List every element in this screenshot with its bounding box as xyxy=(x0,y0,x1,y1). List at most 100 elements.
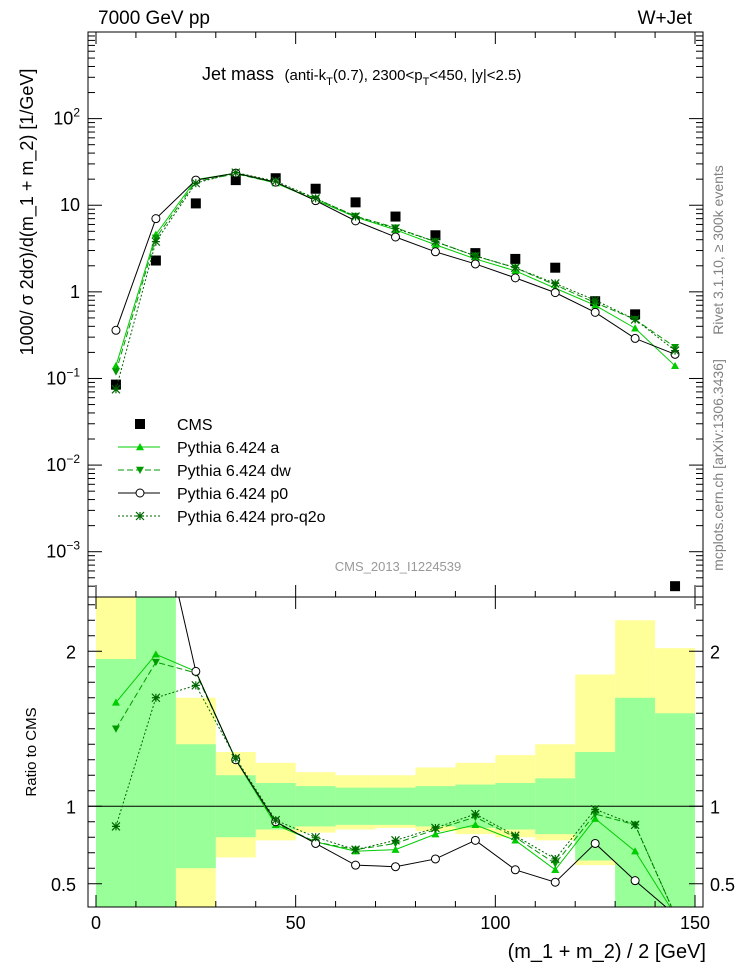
ratio-frame xyxy=(87,596,704,908)
ratio-point xyxy=(630,820,640,830)
data-point xyxy=(550,288,560,298)
data-point xyxy=(470,251,480,261)
legend-marker xyxy=(135,488,145,498)
ratio-point xyxy=(391,862,400,872)
ratio-y-tick-label-right: 2 xyxy=(710,642,720,662)
x-tick-label: 0 xyxy=(91,913,101,933)
main-ylabel: 1000/ σ 2dσ)/d(m_1 + m_2) [1/GeV] xyxy=(17,69,38,356)
ratio-point xyxy=(671,911,679,919)
plot-title-sub-t2: T xyxy=(423,76,430,88)
data-point xyxy=(671,361,680,370)
plot-title: Jet mass (anti-kT(0.7), 2300<pT<450, |y|… xyxy=(202,64,521,88)
plot-title-sub-mid: (0.7), 2300<p xyxy=(333,67,423,84)
ratio-point xyxy=(430,854,440,864)
data-point xyxy=(151,214,161,224)
legend: CMS Pythia 6.424 a Pythia 6.424 dw Pythia 6… xyxy=(118,417,326,526)
ratio-line xyxy=(115,684,673,907)
legend-label: Pythia 6.424 p0 xyxy=(177,486,288,503)
ratio-point xyxy=(590,804,600,814)
axes: 0 50 100 150 10−3 10−2 10−1 1 10 102 0.5 0.5 1 1 2 2 xyxy=(46,32,735,933)
legend-marker xyxy=(135,511,145,521)
rivet-label: Rivet 3.1.10, ≥ 300k events xyxy=(710,165,726,335)
ratio-point xyxy=(111,698,120,706)
x-tick-label: 150 xyxy=(680,913,710,933)
ratio-y-tick-label: 0.5 xyxy=(51,875,76,895)
data-point xyxy=(390,211,401,222)
ratio-y-tick-label-right: 0.5 xyxy=(710,875,735,895)
ratio-point xyxy=(631,847,640,855)
legend-entry: Pythia 6.424 dw xyxy=(118,463,291,480)
ratio-point xyxy=(112,337,120,345)
data-point xyxy=(190,198,201,209)
data-point xyxy=(151,237,161,247)
ratio-point xyxy=(431,830,440,838)
data-point xyxy=(510,263,520,273)
y-tick-label: 1 xyxy=(70,282,80,302)
data-point xyxy=(510,273,520,283)
ratio-point xyxy=(311,832,321,842)
ratio-point xyxy=(151,650,160,658)
ratio-point xyxy=(510,865,520,875)
data-point xyxy=(630,309,641,320)
data-point xyxy=(110,379,121,390)
legend-marker xyxy=(136,443,144,451)
ratio-point xyxy=(271,815,281,825)
y-tick-label: 10−3 xyxy=(46,539,80,562)
ratio-point xyxy=(550,877,560,887)
plot-title-sub-t1: T xyxy=(326,76,333,88)
data-point xyxy=(391,232,400,242)
ratio-y-tick-label-right: 1 xyxy=(710,797,720,817)
data-point xyxy=(111,368,120,376)
ratio-point xyxy=(151,658,160,667)
legend-marker xyxy=(135,419,145,429)
data-point xyxy=(470,259,480,269)
analysis-watermark: CMS_2013_I1224539 xyxy=(335,559,462,574)
data-point xyxy=(510,253,521,264)
ratio-point xyxy=(351,860,361,870)
ratio-band-green xyxy=(135,597,176,907)
data-point xyxy=(310,183,321,194)
ratio-point xyxy=(591,810,600,818)
data-point xyxy=(351,212,360,221)
ratio-point xyxy=(550,854,560,864)
legend-label: Pythia 6.424 dw xyxy=(177,463,291,480)
ratio-point xyxy=(671,911,679,919)
header-right: W+Jet xyxy=(638,8,693,29)
ratio-point xyxy=(470,835,480,845)
ratio-point xyxy=(591,814,600,822)
series-line xyxy=(115,172,676,390)
header-left: 7000 GeV pp xyxy=(98,8,210,29)
ratio-point xyxy=(590,838,600,848)
ratio-point xyxy=(630,876,640,886)
x-tick-label: 100 xyxy=(480,913,510,933)
ratio-point xyxy=(391,845,400,853)
data-point xyxy=(431,237,440,247)
ratio-point xyxy=(551,865,560,873)
ratio-ylabel: Ratio to CMS xyxy=(23,707,40,796)
data-point xyxy=(350,197,361,208)
ratio-point xyxy=(671,912,679,919)
ratio-y-tick-label: 1 xyxy=(66,797,76,817)
ratio-point xyxy=(431,823,440,833)
ratio-y-tick-label: 2 xyxy=(66,642,76,662)
data-point xyxy=(111,325,121,335)
data-point xyxy=(111,384,121,394)
x-tick-label: 50 xyxy=(286,913,306,933)
data-point xyxy=(630,315,640,324)
data-point xyxy=(391,223,400,233)
data-point xyxy=(590,307,600,317)
data-point xyxy=(590,295,600,305)
data-point xyxy=(430,230,441,241)
ratio-series xyxy=(111,337,679,919)
legend-entry: CMS xyxy=(135,417,213,434)
ratio-point xyxy=(391,835,400,845)
ratio-point xyxy=(471,820,480,829)
ratio-point xyxy=(551,860,560,868)
ratio-point xyxy=(111,821,121,831)
ratio-point xyxy=(191,680,201,690)
legend-entry: Pythia 6.424 a xyxy=(118,440,279,457)
y-tick-label: 10−1 xyxy=(46,365,80,388)
data-point xyxy=(111,361,120,370)
legend-entry: Pythia 6.424 p0 xyxy=(118,486,288,503)
ratio-point xyxy=(470,809,480,819)
